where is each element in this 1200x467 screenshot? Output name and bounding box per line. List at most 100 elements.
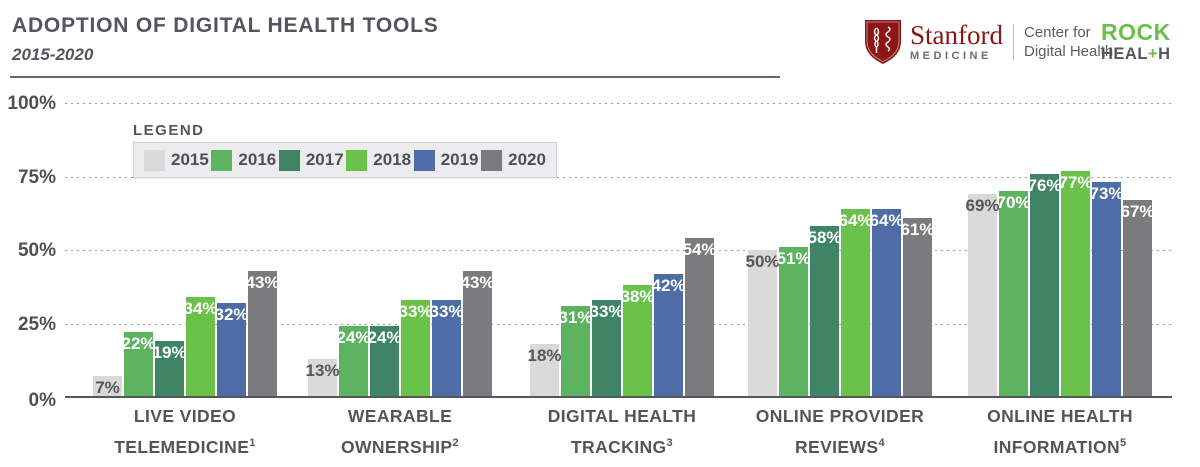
y-axis-label-0%: 0% xyxy=(28,390,56,411)
bar-2016: 70% xyxy=(996,191,1031,397)
bar-2019: 73% xyxy=(1089,182,1124,397)
bar-2020: 54% xyxy=(682,238,717,397)
rock-health-wordmark-top: ROCK xyxy=(1101,19,1171,45)
bar-2015: 13% xyxy=(305,358,340,397)
footnote-marker: 4 xyxy=(878,437,886,449)
bar-value-label: 73% xyxy=(1089,184,1124,204)
bar-2020: 61% xyxy=(900,217,935,397)
gridline-75% xyxy=(65,176,1172,178)
bar-group-online-provider-reviews: 50% 51% 58% 64% 64% 61% xyxy=(745,208,935,397)
bar-2015: 7% xyxy=(93,376,122,397)
footnote-marker: 1 xyxy=(249,437,256,449)
bar-2017: 33% xyxy=(589,299,624,397)
legend-item-2018: 2018 xyxy=(346,149,411,171)
bar-2020: 67% xyxy=(1120,200,1155,397)
bar-2018: 64% xyxy=(838,208,873,397)
bar-value-label: 7% xyxy=(95,378,120,398)
y-axis-label-25%: 25% xyxy=(17,313,56,335)
legend-year-label: 2016 xyxy=(238,150,277,169)
stanford-medicine-label: MEDICINE xyxy=(910,50,992,62)
gridline-50% xyxy=(65,250,1172,251)
bar-group-digital-health-tracking: 18% 31% 33% 38% 42% 54% xyxy=(527,238,717,397)
category-label: LIVE VIDEO TELEMEDICINE1 xyxy=(114,406,256,457)
y-axis-label-50%: 50% xyxy=(17,240,56,261)
legend-item-2015: 2015 xyxy=(144,149,209,171)
bar-2018: 33% xyxy=(398,299,433,397)
bar-value-label: 58% xyxy=(807,228,842,248)
legend-year-label: 2020 xyxy=(508,150,546,169)
bar-2019: 42% xyxy=(651,273,686,397)
bar-group-live-video-telemedicine: 7% 22% 19% 34% 32% 43% xyxy=(93,270,280,397)
legend-item-2016: 2016 xyxy=(211,149,277,171)
bar-2019: 32% xyxy=(214,302,249,397)
y-axis-label-100%: 100% xyxy=(7,93,56,114)
bar-2015: 50% xyxy=(745,250,780,397)
bar-value-label: 64% xyxy=(838,210,873,230)
bar-group-wearable-ownership: 13% 24% 24% 33% 33% 43% xyxy=(305,270,495,397)
legend-swatch-2016 xyxy=(211,149,233,171)
page-title: ADOPTION OF DIGITAL HEALTH TOOLS xyxy=(12,14,439,37)
bar-2017: 76% xyxy=(1027,173,1062,397)
legend-swatch-2020 xyxy=(481,149,503,171)
category-label: ONLINE PROVIDER REVIEWS4 xyxy=(755,406,925,457)
bar-value-label: 77% xyxy=(1058,172,1093,192)
rock-health-plus-icon: + xyxy=(1147,45,1159,63)
stanford-shield-icon xyxy=(865,20,901,64)
bar-value-label: 70% xyxy=(996,193,1031,213)
bar-2020: 43% xyxy=(245,270,280,397)
legend-swatch-2019 xyxy=(413,149,435,171)
bar-2017: 19% xyxy=(152,341,187,397)
legend-year-label: 2015 xyxy=(171,150,209,169)
bar-2016: 31% xyxy=(558,305,593,397)
footnote-marker: 2 xyxy=(452,437,460,449)
bar-value-label: 33% xyxy=(398,301,433,321)
bar-group-online-health-information: 69% 70% 76% 77% 73% 67% xyxy=(965,170,1155,397)
bar-2018: 34% xyxy=(183,297,218,397)
center-for-digital-health-label: Center for Digital Health xyxy=(1023,24,1114,60)
rock-health-logo: ROCK HEAL+H xyxy=(1101,21,1171,63)
bar-value-label: 13% xyxy=(305,360,340,380)
bar-value-label: 38% xyxy=(620,287,655,307)
bar-value-label: 43% xyxy=(460,272,495,292)
bar-value-label: 43% xyxy=(245,272,280,292)
legend-item-2020: 2020 xyxy=(481,149,546,171)
gridline-100% xyxy=(65,103,1172,104)
rock-health-wordmark-bottom: HEAL+H xyxy=(1101,45,1171,63)
x-axis-baseline xyxy=(65,396,1172,398)
bar-2018: 77% xyxy=(1058,170,1093,397)
bar-value-label: 76% xyxy=(1027,175,1062,195)
footnote-marker: 3 xyxy=(666,437,674,449)
title-underline xyxy=(10,76,780,78)
legend-swatch-2017 xyxy=(278,149,300,171)
bar-value-label: 31% xyxy=(558,307,593,327)
category-label: DIGITAL HEALTH TRACKING3 xyxy=(547,406,697,457)
page-subtitle: 2015-2020 xyxy=(12,45,94,64)
bar-value-label: 18% xyxy=(527,346,562,366)
legend-title: LEGEND xyxy=(133,122,205,139)
bar-2015: 69% xyxy=(965,194,1000,397)
footnote-marker: 5 xyxy=(1120,437,1127,449)
bar-2016: 51% xyxy=(776,247,811,397)
bar-value-label: 34% xyxy=(183,299,218,319)
bar-value-label: 69% xyxy=(965,196,1000,216)
bar-2016: 22% xyxy=(121,332,156,397)
bar-2019: 33% xyxy=(429,299,464,397)
bar-2017: 58% xyxy=(807,226,842,397)
bar-value-label: 24% xyxy=(367,328,402,348)
bar-value-label: 50% xyxy=(745,252,780,271)
bar-value-label: 33% xyxy=(429,301,464,321)
bar-value-label: 54% xyxy=(682,240,717,260)
bar-value-label: 33% xyxy=(589,301,624,321)
legend: 2015 2016 2017 2018 2019 2020 xyxy=(133,142,557,178)
legend-item-2017: 2017 xyxy=(278,149,344,171)
bar-2019: 64% xyxy=(869,208,904,397)
legend-swatch-2015 xyxy=(144,149,165,171)
bar-2020: 43% xyxy=(460,270,495,397)
bar-2018: 38% xyxy=(620,285,655,397)
stanford-medicine-logo: Stanford MEDICINE Center for Digital Hea… xyxy=(864,19,1113,65)
category-label: ONLINE HEALTH INFORMATION5 xyxy=(987,406,1133,457)
category-label: WEARABLE OWNERSHIP2 xyxy=(340,406,460,457)
bar-value-label: 42% xyxy=(651,275,686,295)
bar-value-label: 64% xyxy=(869,210,904,230)
